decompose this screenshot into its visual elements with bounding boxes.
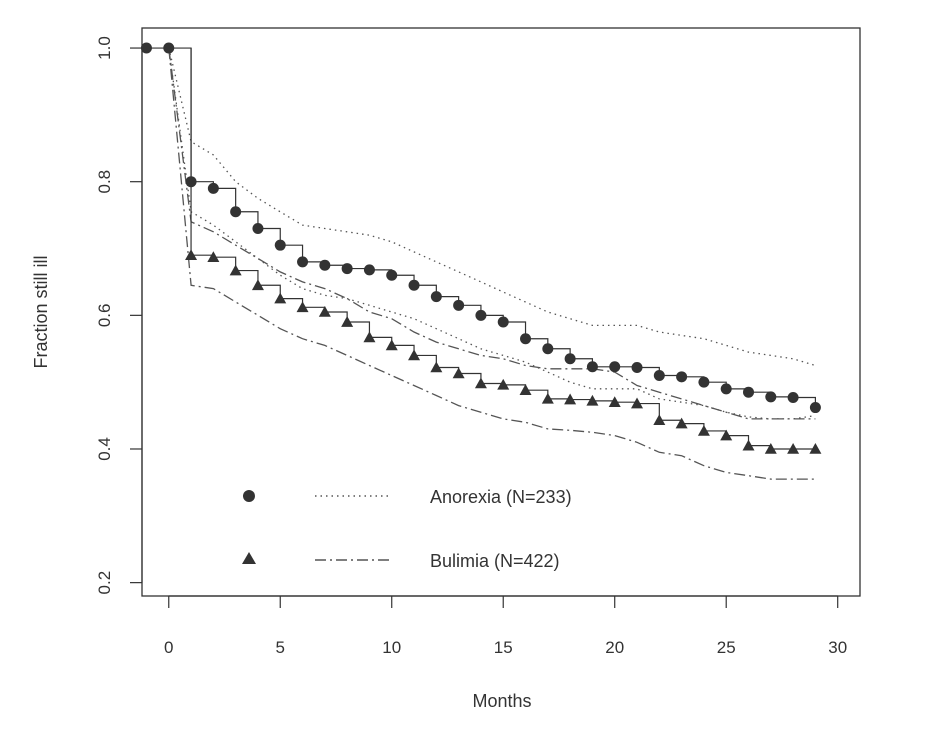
bulimia-data-point xyxy=(385,339,398,351)
anorexia-data-point xyxy=(341,263,353,275)
anorexia-data-point xyxy=(497,316,509,328)
anorexia-data-point xyxy=(765,391,777,403)
anorexia-data-point xyxy=(564,353,576,365)
plot-area xyxy=(140,27,861,597)
x-tick-label: 10 xyxy=(382,638,401,657)
bulimia-data-point xyxy=(675,417,688,429)
x-axis-label: Months xyxy=(472,691,531,711)
bulimia-data-point xyxy=(697,424,710,436)
anorexia-data-point xyxy=(386,269,398,281)
legend-circle-marker xyxy=(243,490,255,502)
legend-triangle-marker xyxy=(242,552,256,564)
y-axis: 0.2 0.4 0.6 0.8 1.0 xyxy=(95,36,143,595)
anorexia-data-point xyxy=(163,42,175,54)
survival-curves xyxy=(146,47,817,450)
anorexia-data-point xyxy=(542,343,554,355)
bulimia-ci-lower-line xyxy=(168,47,816,480)
y-tick-label: 0.4 xyxy=(95,437,114,461)
y-axis-label: Fraction still ill xyxy=(31,255,51,368)
anorexia-data-point xyxy=(653,369,665,381)
anorexia-data-point xyxy=(252,222,264,234)
bulimia-data-point xyxy=(430,361,443,373)
x-tick-label: 30 xyxy=(828,638,847,657)
bulimia-data-point xyxy=(787,442,800,454)
bulimia-data-point xyxy=(608,396,621,408)
bulimia-ci-upper-line xyxy=(168,47,816,420)
bulimia-step-curve xyxy=(190,48,816,450)
x-tick-label: 15 xyxy=(494,638,513,657)
x-axis: 0 5 10 15 20 25 30 xyxy=(164,595,847,657)
plot-frame xyxy=(141,27,861,597)
bulimia-data-point xyxy=(207,251,220,263)
bulimia-data-point xyxy=(653,414,666,426)
bulimia-data-point xyxy=(742,439,755,451)
bulimia-data-point xyxy=(185,249,198,260)
bulimia-data-point xyxy=(408,349,421,361)
bulimia-data-point xyxy=(564,393,577,405)
anorexia-data-point xyxy=(185,176,197,188)
anorexia-data-point xyxy=(430,291,442,303)
bulimia-data-point xyxy=(363,331,376,343)
bulimia-data-point xyxy=(764,442,777,454)
bulimia-data-point xyxy=(341,316,354,327)
anorexia-ci-lower-line xyxy=(168,47,816,420)
anorexia-data-point xyxy=(408,279,420,291)
confidence-bands xyxy=(168,47,816,480)
anorexia-data-point xyxy=(676,371,688,383)
anorexia-data-point xyxy=(586,361,598,373)
x-tick-label: 25 xyxy=(717,638,736,657)
bulimia-data-point xyxy=(809,442,822,454)
bulimia-data-point xyxy=(452,367,465,379)
anorexia-data-point xyxy=(140,42,152,54)
bulimia-data-point xyxy=(586,394,599,406)
anorexia-data-point xyxy=(698,376,710,388)
y-tick-label: 0.6 xyxy=(95,304,114,328)
bulimia-data-point xyxy=(720,429,733,441)
y-tick-label: 1.0 xyxy=(95,36,114,60)
legend-label-bulimia: Bulimia (N=422) xyxy=(430,551,560,571)
bulimia-data-point xyxy=(251,279,264,291)
anorexia-data-point xyxy=(787,392,799,404)
anorexia-data-point xyxy=(720,383,732,395)
bulimia-data-point xyxy=(519,384,532,395)
anorexia-data-point xyxy=(631,361,643,373)
bulimia-data-point xyxy=(318,306,331,317)
y-tick-label: 0.8 xyxy=(95,170,114,194)
legend-label-anorexia: Anorexia (N=233) xyxy=(430,487,572,507)
anorexia-data-point xyxy=(207,182,219,194)
x-tick-label: 0 xyxy=(164,638,173,657)
anorexia-data-point xyxy=(453,299,465,311)
bulimia-data-point xyxy=(497,378,510,390)
x-tick-label: 20 xyxy=(605,638,624,657)
anorexia-data-point xyxy=(297,256,309,268)
bulimia-data-point xyxy=(541,392,554,404)
anorexia-data-point xyxy=(319,259,331,271)
anorexia-data-point xyxy=(363,264,375,276)
data-points xyxy=(140,42,822,454)
bulimia-data-point xyxy=(274,292,287,304)
y-tick-label: 0.2 xyxy=(95,571,114,595)
x-tick-label: 5 xyxy=(276,638,285,657)
bulimia-data-point xyxy=(474,377,487,389)
anorexia-data-point xyxy=(520,333,532,345)
bulimia-data-point xyxy=(229,264,242,276)
anorexia-data-point xyxy=(274,239,286,251)
anorexia-data-point xyxy=(475,309,487,321)
anorexia-data-point xyxy=(743,386,755,398)
bulimia-data-point xyxy=(296,301,309,313)
anorexia-data-point xyxy=(609,361,621,373)
anorexia-step-curve xyxy=(146,47,817,408)
bulimia-data-point xyxy=(631,397,644,409)
anorexia-data-point xyxy=(809,402,821,414)
legend-entry-bulimia: Bulimia (N=422) xyxy=(242,551,560,571)
legend-entry-anorexia: Anorexia (N=233) xyxy=(243,487,572,507)
anorexia-data-point xyxy=(230,206,242,218)
anorexia-ci-upper-line xyxy=(168,47,816,367)
legend: Anorexia (N=233) Bulimia (N=422) xyxy=(242,487,572,571)
